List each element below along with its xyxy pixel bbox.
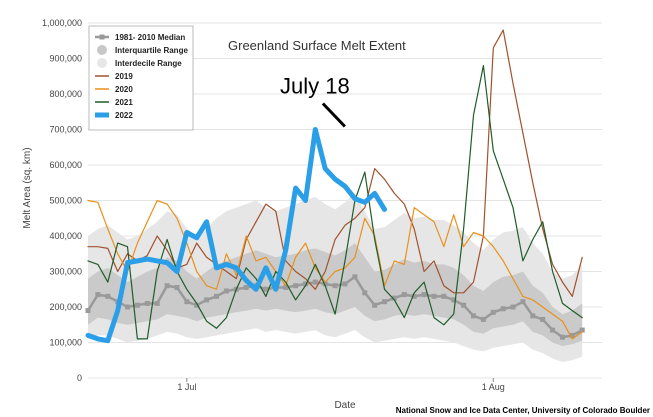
y-tick-label: 100,000 bbox=[49, 338, 82, 348]
median-point bbox=[125, 304, 131, 310]
median-point bbox=[283, 284, 289, 290]
chart-title: Greenland Surface Melt Extent bbox=[228, 38, 406, 53]
median-point bbox=[85, 308, 91, 314]
median-point bbox=[451, 297, 457, 303]
median-point bbox=[411, 293, 417, 299]
median-point bbox=[569, 332, 575, 338]
median-point bbox=[312, 279, 318, 285]
range-bands bbox=[88, 193, 583, 362]
y-tick-label: 800,000 bbox=[49, 89, 82, 99]
series-line-2020 bbox=[87, 199, 583, 340]
interquartile-range-band bbox=[88, 243, 583, 347]
median-point bbox=[461, 302, 467, 308]
median-point bbox=[342, 281, 348, 287]
annotation-pointer bbox=[321, 102, 346, 128]
median-point bbox=[243, 284, 249, 290]
y-tick-label: 0 bbox=[77, 373, 82, 383]
y-tick-label: 200,000 bbox=[49, 302, 82, 312]
median-point bbox=[144, 300, 150, 306]
median-point bbox=[105, 293, 111, 299]
credit-text: National Snow and Ice Data Center, Unive… bbox=[396, 406, 650, 415]
median-point bbox=[95, 292, 101, 298]
median-point bbox=[174, 284, 180, 290]
median-point bbox=[293, 283, 299, 289]
median-point bbox=[332, 283, 338, 289]
y-tick-label: 300,000 bbox=[49, 267, 82, 277]
median-point bbox=[510, 304, 516, 310]
y-axis-label: Melt Area (sq. km) bbox=[22, 147, 33, 228]
legend-swatch-median-marker bbox=[99, 34, 105, 40]
median-point bbox=[204, 297, 210, 303]
series-layer bbox=[85, 29, 585, 344]
median-point bbox=[550, 327, 556, 333]
median-point bbox=[263, 286, 269, 292]
median-point bbox=[520, 299, 526, 305]
axis-layer: 0 100,000 200,000 300,000 400,000 500,000 600,… bbox=[42, 18, 505, 392]
median-point bbox=[322, 281, 328, 287]
median-point bbox=[540, 316, 546, 322]
median-point bbox=[362, 290, 368, 296]
series-line-2021 bbox=[87, 64, 583, 340]
y-tick-label: 600,000 bbox=[49, 160, 82, 170]
annotation-label: July 18 bbox=[280, 74, 350, 99]
median-point bbox=[223, 288, 229, 294]
series-line-2019 bbox=[87, 29, 583, 297]
median-point bbox=[559, 334, 565, 340]
median-point bbox=[480, 316, 486, 322]
annotation-layer: July 18 bbox=[280, 74, 350, 128]
y-tick-label: 900,000 bbox=[49, 54, 82, 64]
median-point bbox=[184, 299, 190, 305]
median-point bbox=[441, 293, 447, 299]
x-tick-label: 1 Aug bbox=[482, 382, 505, 392]
median-point bbox=[214, 293, 219, 299]
median-point bbox=[421, 292, 427, 298]
x-axis-label: Date bbox=[334, 400, 356, 411]
legend-label: 2021 bbox=[115, 98, 133, 107]
median-point bbox=[302, 281, 308, 287]
median-point bbox=[401, 292, 407, 298]
median-point bbox=[154, 300, 160, 306]
y-tick-label: 400,000 bbox=[49, 231, 82, 241]
median-point bbox=[431, 293, 437, 299]
median-point bbox=[352, 274, 358, 280]
median-point bbox=[391, 295, 397, 301]
median-point bbox=[490, 309, 496, 315]
legend: 1981- 2010 Median Interquartile Range Inte… bbox=[88, 25, 194, 131]
median-point bbox=[372, 302, 378, 308]
median-point bbox=[579, 327, 585, 333]
median-point bbox=[382, 299, 388, 305]
legend-label: Interquartile Range bbox=[115, 46, 188, 55]
series-line-2022 bbox=[85, 127, 387, 344]
y-tick-label: 1,000,000 bbox=[42, 18, 82, 28]
legend-label: 2022 bbox=[115, 111, 133, 120]
median-point bbox=[134, 302, 140, 308]
median-point bbox=[164, 283, 170, 289]
y-tick-label: 500,000 bbox=[49, 196, 82, 206]
median-point bbox=[530, 313, 536, 319]
y-tick-label: 700,000 bbox=[49, 125, 82, 135]
median-point bbox=[500, 306, 506, 312]
legend-label: 2020 bbox=[115, 85, 133, 94]
x-tick-label: 1 Jul bbox=[177, 382, 196, 392]
legend-label: Interdecile Range bbox=[115, 59, 182, 68]
legend-swatch-iqr bbox=[97, 45, 107, 55]
legend-label: 2019 bbox=[115, 72, 133, 81]
median-point bbox=[194, 302, 200, 308]
median-point bbox=[471, 313, 476, 319]
legend-swatch-idr bbox=[97, 58, 107, 68]
legend-label: 1981- 2010 Median bbox=[115, 33, 185, 42]
